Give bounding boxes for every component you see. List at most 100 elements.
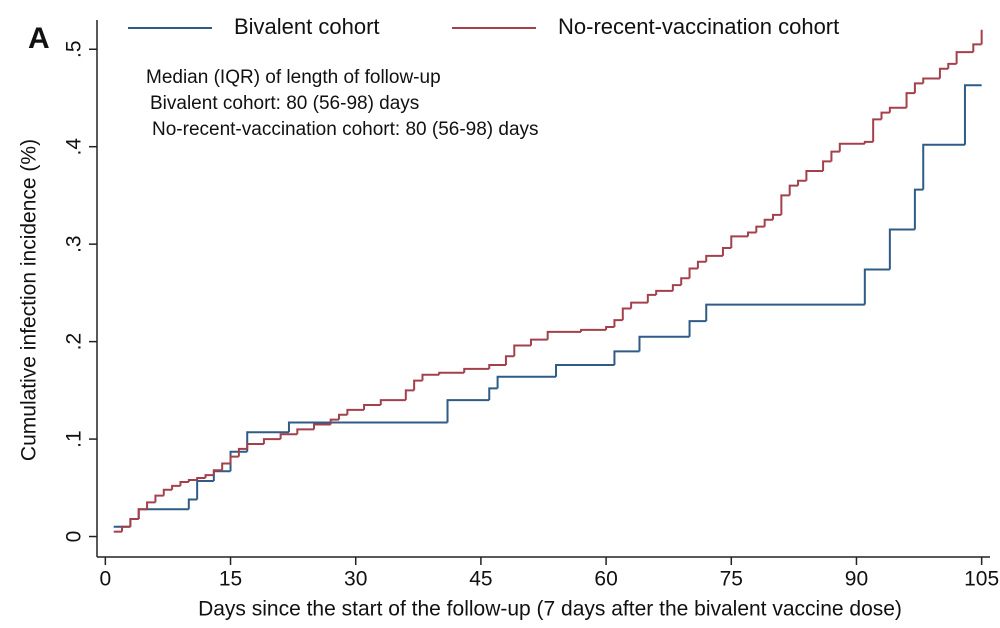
step-segment [671, 284, 682, 291]
step-segment [780, 194, 790, 215]
step-segment [137, 508, 148, 519]
step-segment [154, 494, 164, 503]
step-segment [187, 479, 198, 482]
x-tick-label: 60 [594, 568, 617, 591]
step-segment [913, 188, 924, 230]
step-segment [863, 140, 874, 144]
step-segment [346, 408, 365, 415]
step-segment [237, 447, 248, 457]
step-segment [705, 303, 865, 322]
y-tick-label: .2 [63, 333, 86, 351]
x-tick-label: 45 [469, 568, 492, 591]
step-segment [171, 484, 181, 490]
step-segment [772, 213, 782, 220]
step-segment [838, 142, 865, 152]
step-segment [413, 379, 423, 391]
step-segment [513, 344, 531, 357]
y-tick-label: .5 [63, 40, 86, 58]
step-segment [546, 330, 582, 340]
step-segment [262, 438, 281, 444]
x-tick-label: 105 [964, 568, 999, 591]
step-segment [162, 488, 173, 496]
step-segment [621, 307, 632, 321]
step-segment [338, 413, 348, 420]
step-segment [496, 375, 557, 389]
step-segment [529, 338, 548, 346]
step-segment [880, 111, 890, 120]
annotation: Median (IQR) of length of follow-up [146, 67, 441, 88]
step-segment [488, 387, 498, 401]
step-segment [446, 399, 490, 423]
annotation: Bivalent cohort: 80 (56-98) days [150, 93, 419, 114]
step-segment [580, 328, 607, 332]
step-segment [688, 320, 707, 337]
step-segment [196, 479, 214, 500]
step-segment [221, 462, 231, 471]
step-segment [229, 450, 248, 472]
step-segment [363, 403, 381, 410]
y-tick-label: .3 [63, 235, 86, 253]
step-segment [805, 170, 824, 181]
step-segment [746, 231, 757, 237]
x-tick-label: 30 [344, 568, 367, 591]
panel-label: A [28, 22, 50, 55]
step-segment [705, 254, 723, 262]
step-segment [646, 293, 657, 303]
step-segment [613, 319, 623, 327]
step-segment [555, 364, 615, 377]
step-segment [404, 389, 415, 401]
step-segment [329, 418, 340, 425]
step-segment [246, 442, 264, 449]
x-tick-label: 90 [845, 568, 868, 591]
step-segment [955, 51, 974, 64]
step-segment [797, 179, 807, 186]
step-segment [229, 455, 239, 464]
y-tick-label: .4 [63, 138, 86, 156]
step-segment [312, 423, 331, 430]
step-segment [872, 118, 882, 142]
step-segment [763, 218, 774, 227]
x-tick-label: 0 [100, 568, 112, 591]
step-segment [463, 367, 490, 373]
step-segment [613, 350, 640, 366]
step-segment [730, 235, 748, 249]
step-segment [488, 364, 506, 369]
step-segment [630, 301, 648, 309]
step-segment [905, 92, 915, 108]
y-tick-label: 0 [63, 531, 86, 543]
step-segment [605, 325, 615, 330]
step-segment [129, 517, 139, 527]
step-segment [888, 228, 915, 270]
step-segment [121, 525, 131, 532]
x-tick-label: 75 [720, 568, 743, 591]
y-axis-label: Cumulative infection incidence (%) [18, 139, 41, 461]
step-segment [504, 355, 515, 366]
step-segment [830, 150, 840, 162]
legend-label: No-recent-vaccination cohort [558, 14, 839, 39]
step-segment [696, 260, 707, 269]
step-segment [438, 371, 465, 375]
step-segment [680, 277, 690, 286]
step-segment [379, 399, 406, 405]
step-segment [788, 184, 799, 196]
step-segment [938, 67, 949, 79]
x-axis-label: Days since the start of the follow-up (7… [198, 598, 902, 621]
step-segment [638, 335, 690, 352]
step-segment [888, 106, 907, 113]
legend-label: Bivalent cohort [234, 14, 380, 39]
step-segment [212, 469, 223, 476]
x-tick-label: 15 [219, 568, 242, 591]
step-segment [721, 247, 732, 256]
step-segment [972, 43, 982, 53]
step-segment [922, 77, 940, 84]
step-segment [922, 143, 965, 190]
step-segment [179, 480, 189, 486]
step-segment [755, 225, 765, 233]
step-segment [822, 160, 832, 172]
step-segment [287, 421, 448, 433]
step-segment [688, 267, 698, 279]
step-segment [187, 498, 198, 510]
step-segment [196, 477, 206, 481]
step-segment [655, 289, 673, 295]
